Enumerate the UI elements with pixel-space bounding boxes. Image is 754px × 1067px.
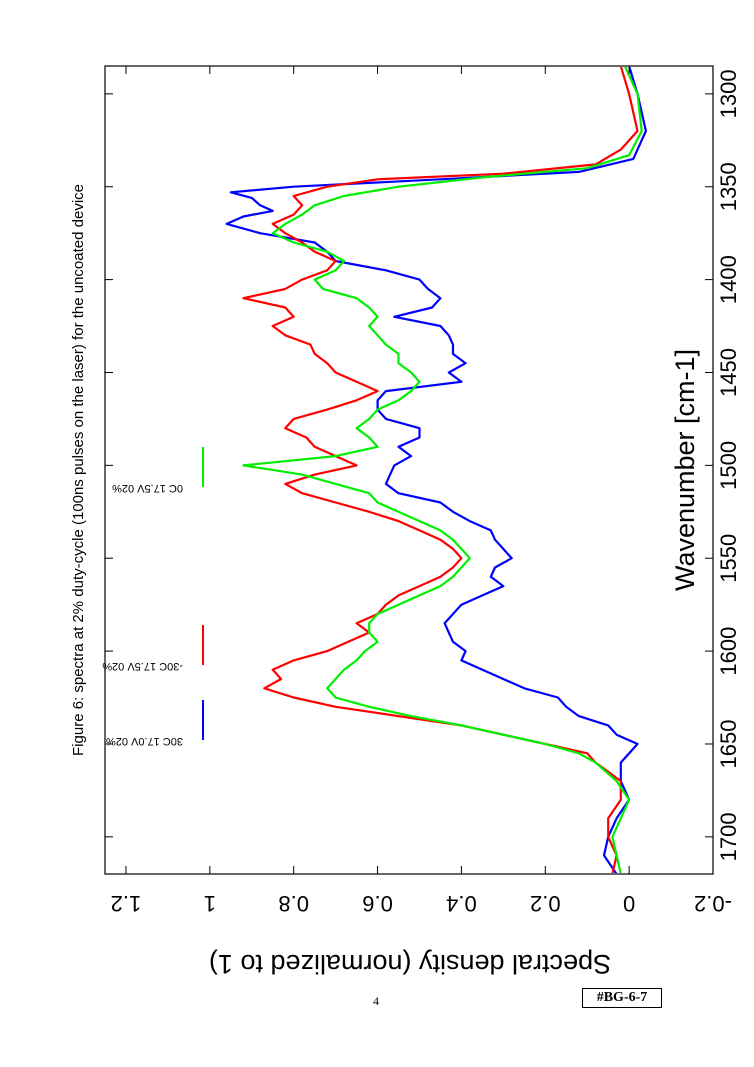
legend-label-series-1: 30C 17.0V 02% [106, 735, 183, 747]
x-tick-label: 1550 [716, 534, 741, 583]
series-line-2 [242, 67, 639, 873]
y-tick-label: 0.2 [530, 891, 561, 916]
y-tick-label: 0.8 [278, 891, 309, 916]
x-axis-title: Wavenumber [cm-1] [670, 349, 700, 591]
y-axis-title: Spectral density (normalized to 1) [209, 949, 611, 979]
y-tick-label: 1 [204, 891, 216, 916]
y-tick-label: 0.4 [446, 891, 477, 916]
y-tick-label: 1.2 [111, 891, 142, 916]
legend-label-series-3: 0C 17.5V 02% [112, 482, 183, 494]
plot-frame [104, 65, 714, 875]
x-tick-label: 1300 [716, 69, 741, 118]
document-id-box: #BG-6-7 [582, 988, 662, 1008]
x-tick-label: 1500 [716, 441, 741, 490]
legend: 30C 17.0V 02% -30C 17.5V 02% 0C 17.5V 02… [102, 447, 204, 747]
y-tick-label: 0 [623, 891, 635, 916]
x-tick-label: 1650 [716, 720, 741, 769]
figure-caption: Figure 6: spectra at 2% duty-cycle (100n… [70, 184, 87, 756]
x-tick-label: 1350 [716, 162, 741, 211]
series-line-1 [225, 67, 648, 873]
legend-label-series-2: -30C 17.5V 02% [102, 660, 183, 672]
x-tick-label: 1400 [716, 255, 741, 304]
x-tick-label: 1450 [716, 348, 741, 397]
x-tick-label: 1700 [716, 812, 741, 861]
page-number: 4 [373, 994, 379, 1008]
series-line-3 [242, 67, 643, 873]
y-tick-label: -0.2 [694, 891, 732, 916]
y-tick-label: 0.6 [362, 891, 393, 916]
x-tick-label: 1600 [716, 627, 741, 676]
